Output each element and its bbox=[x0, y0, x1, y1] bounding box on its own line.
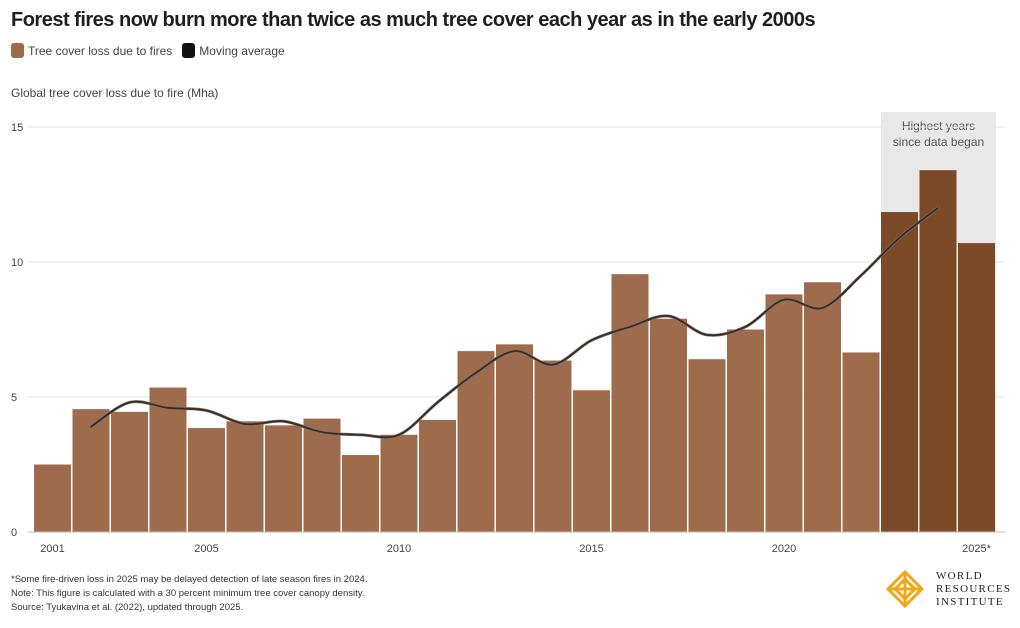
bar-2014 bbox=[534, 360, 572, 532]
x-tick-label-2015: 2015 bbox=[579, 543, 603, 555]
bar-2008 bbox=[303, 418, 341, 532]
legend-item-fires: Tree cover loss due to fires bbox=[11, 43, 172, 58]
bar-2002 bbox=[72, 409, 110, 532]
bar-2022 bbox=[842, 352, 880, 532]
bar-2001 bbox=[34, 464, 71, 532]
footnote-canopy-density: Note: This figure is calculated with a 3… bbox=[11, 588, 365, 599]
bar-2011 bbox=[419, 419, 456, 532]
x-tick-label-2010: 2010 bbox=[387, 543, 411, 555]
logo-line-3: INSTITUTE bbox=[936, 595, 1004, 608]
bar-2005 bbox=[188, 428, 225, 532]
footnotes: *Some fire-driven loss in 2025 may be de… bbox=[11, 573, 367, 615]
bar-2009 bbox=[342, 455, 379, 532]
y-tick-label-0: 0 bbox=[11, 527, 17, 539]
bar-2003 bbox=[111, 411, 148, 532]
footnote-delayed-detection: *Some fire-driven loss in 2025 may be de… bbox=[11, 574, 368, 585]
bar-2021 bbox=[804, 282, 841, 532]
y-tick-label-15: 15 bbox=[11, 122, 23, 134]
highlight-label-line-2: since data began bbox=[893, 135, 984, 149]
wri-logo-text: WORLD RESOURCES INSTITUTE bbox=[936, 570, 1011, 609]
highlight-label-line-1: Highest years bbox=[902, 119, 975, 133]
bar-2006 bbox=[226, 421, 264, 532]
bar-2024 bbox=[919, 170, 957, 532]
logo-line-2: RESOURCES bbox=[936, 582, 1012, 595]
bar-2015 bbox=[573, 390, 610, 532]
bar-2012 bbox=[457, 351, 495, 532]
y-tick-label-10: 10 bbox=[11, 257, 23, 269]
y-axis-label: Global tree cover loss due to fire (Mha) bbox=[11, 86, 219, 100]
wri-logo-icon bbox=[885, 569, 925, 609]
x-tick-label-2001: 2001 bbox=[40, 543, 64, 555]
bar-2013 bbox=[496, 344, 533, 532]
bar-2004 bbox=[149, 387, 187, 532]
bar-2019 bbox=[727, 329, 764, 532]
legend: Tree cover loss due to fires Moving aver… bbox=[11, 43, 285, 58]
fire-loss-chart: Highest years since data began 0 5 10 15 2001 2… bbox=[11, 112, 1005, 555]
logo-line-1: WORLD bbox=[936, 569, 983, 582]
bar-2007 bbox=[265, 425, 302, 532]
y-tick-label-5: 5 bbox=[11, 392, 17, 404]
x-tick-label-2005: 2005 bbox=[194, 543, 218, 555]
legend-label-moving-average: Moving average bbox=[199, 43, 285, 58]
chart-title: Forest fires now burn more than twice as… bbox=[11, 9, 816, 31]
wri-logo: WORLD RESOURCES INSTITUTE bbox=[884, 568, 1011, 610]
bar-2017 bbox=[650, 318, 687, 532]
moving-average-line bbox=[90, 207, 939, 439]
bar-2018 bbox=[688, 359, 726, 532]
x-tick-label-2020: 2020 bbox=[772, 543, 796, 555]
legend-label-fires: Tree cover loss due to fires bbox=[28, 43, 173, 58]
bar-2023 bbox=[881, 212, 918, 533]
bar-2016 bbox=[611, 274, 649, 532]
bar-2020 bbox=[765, 294, 803, 532]
bar-2025 bbox=[958, 243, 995, 532]
bar-2010 bbox=[380, 434, 418, 532]
legend-swatch-moving-average bbox=[182, 43, 196, 58]
legend-item-moving-average: Moving average bbox=[182, 43, 285, 58]
footnote-source: Source: Tyukavina et al. (2022), updated… bbox=[11, 602, 244, 613]
x-tick-label-2025: 2025* bbox=[962, 543, 991, 555]
legend-swatch-fires bbox=[11, 43, 24, 58]
